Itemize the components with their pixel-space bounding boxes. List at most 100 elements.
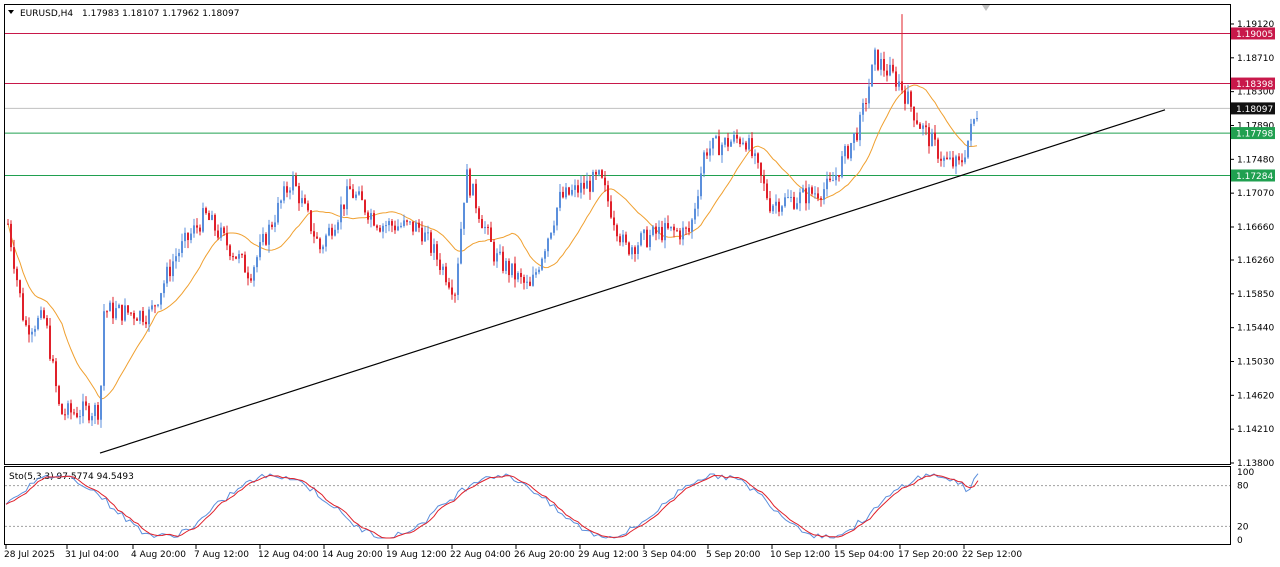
candle[interactable] xyxy=(331,223,333,240)
candle[interactable] xyxy=(256,255,258,273)
candle[interactable] xyxy=(436,241,438,267)
candle[interactable] xyxy=(31,328,33,343)
candle[interactable] xyxy=(187,232,189,249)
candle[interactable] xyxy=(958,153,960,165)
candle[interactable] xyxy=(421,221,423,245)
candle[interactable] xyxy=(925,120,927,136)
candle[interactable] xyxy=(550,232,552,240)
candle[interactable] xyxy=(640,231,642,247)
candle[interactable] xyxy=(583,175,585,195)
candle[interactable] xyxy=(430,229,432,257)
candle[interactable] xyxy=(871,64,873,87)
candle[interactable] xyxy=(229,244,231,261)
candle[interactable] xyxy=(178,248,180,262)
candle[interactable] xyxy=(214,213,216,236)
candle[interactable] xyxy=(517,271,519,283)
candle[interactable] xyxy=(49,317,51,361)
candle[interactable] xyxy=(403,214,405,228)
candle[interactable] xyxy=(754,149,756,165)
candle[interactable] xyxy=(631,245,633,260)
candle[interactable] xyxy=(343,204,345,217)
candle[interactable] xyxy=(466,164,468,203)
candle[interactable] xyxy=(304,194,306,205)
candle[interactable] xyxy=(445,262,447,286)
candle[interactable] xyxy=(919,122,921,129)
candle[interactable] xyxy=(616,223,618,242)
candle[interactable] xyxy=(220,222,222,241)
candle[interactable] xyxy=(286,181,288,198)
candle[interactable] xyxy=(937,137,939,163)
candle[interactable] xyxy=(826,171,828,197)
candle[interactable] xyxy=(82,393,84,424)
candle[interactable] xyxy=(184,227,186,248)
candle[interactable] xyxy=(793,191,795,210)
candle[interactable] xyxy=(886,63,888,82)
candle[interactable] xyxy=(676,227,678,232)
candle[interactable] xyxy=(415,220,417,232)
candle[interactable] xyxy=(316,232,318,240)
candle[interactable] xyxy=(358,186,360,196)
candle[interactable] xyxy=(22,287,24,322)
candle[interactable] xyxy=(880,52,882,76)
candle[interactable] xyxy=(763,169,765,192)
candle[interactable] xyxy=(778,198,780,217)
candle[interactable] xyxy=(646,226,648,248)
candle[interactable] xyxy=(412,221,414,236)
candle[interactable] xyxy=(172,253,174,282)
candle[interactable] xyxy=(106,310,108,318)
candle[interactable] xyxy=(865,98,867,112)
candle[interactable] xyxy=(397,219,399,232)
candle[interactable] xyxy=(319,237,321,254)
candle[interactable] xyxy=(859,111,861,147)
candle[interactable] xyxy=(715,134,717,140)
candle[interactable] xyxy=(460,221,462,265)
candle[interactable] xyxy=(589,175,591,200)
candle[interactable] xyxy=(619,233,621,246)
candle[interactable] xyxy=(196,218,198,234)
candle[interactable] xyxy=(70,399,72,420)
candle[interactable] xyxy=(424,226,426,243)
candle[interactable] xyxy=(133,310,135,326)
candle[interactable] xyxy=(241,253,243,259)
candle[interactable] xyxy=(628,241,630,256)
candle[interactable] xyxy=(643,229,645,240)
candle[interactable] xyxy=(562,186,564,199)
candle[interactable] xyxy=(553,220,555,236)
candle[interactable] xyxy=(577,179,579,198)
candle[interactable] xyxy=(493,239,495,266)
candle[interactable] xyxy=(748,134,750,151)
candle[interactable] xyxy=(310,209,312,235)
candle[interactable] xyxy=(862,98,864,122)
candle[interactable] xyxy=(118,303,120,309)
ascending-trendline[interactable] xyxy=(99,109,1166,454)
candle[interactable] xyxy=(787,189,789,199)
candle[interactable] xyxy=(427,225,429,241)
candle[interactable] xyxy=(136,317,138,321)
symbol-dropdown-icon[interactable] xyxy=(8,10,14,14)
candle[interactable] xyxy=(709,140,711,162)
candle[interactable] xyxy=(100,385,102,428)
candle[interactable] xyxy=(130,312,132,316)
candle[interactable] xyxy=(235,256,237,260)
candle[interactable] xyxy=(520,268,522,284)
candle[interactable] xyxy=(490,221,492,243)
candle[interactable] xyxy=(568,186,570,196)
candle[interactable] xyxy=(868,78,870,109)
candle[interactable] xyxy=(457,257,459,301)
candle[interactable] xyxy=(685,226,687,236)
candle[interactable] xyxy=(394,220,396,234)
candle[interactable] xyxy=(469,167,471,198)
candle[interactable] xyxy=(610,195,612,219)
candle[interactable] xyxy=(334,224,336,237)
candle[interactable] xyxy=(679,228,681,245)
candle[interactable] xyxy=(232,252,234,261)
candle[interactable] xyxy=(268,219,270,253)
candle[interactable] xyxy=(151,300,153,312)
candle[interactable] xyxy=(586,172,588,189)
candle[interactable] xyxy=(64,408,66,421)
candle[interactable] xyxy=(841,150,843,179)
candle[interactable] xyxy=(505,258,507,275)
candle[interactable] xyxy=(226,225,228,251)
candle[interactable] xyxy=(721,142,723,163)
candle[interactable] xyxy=(349,178,351,190)
